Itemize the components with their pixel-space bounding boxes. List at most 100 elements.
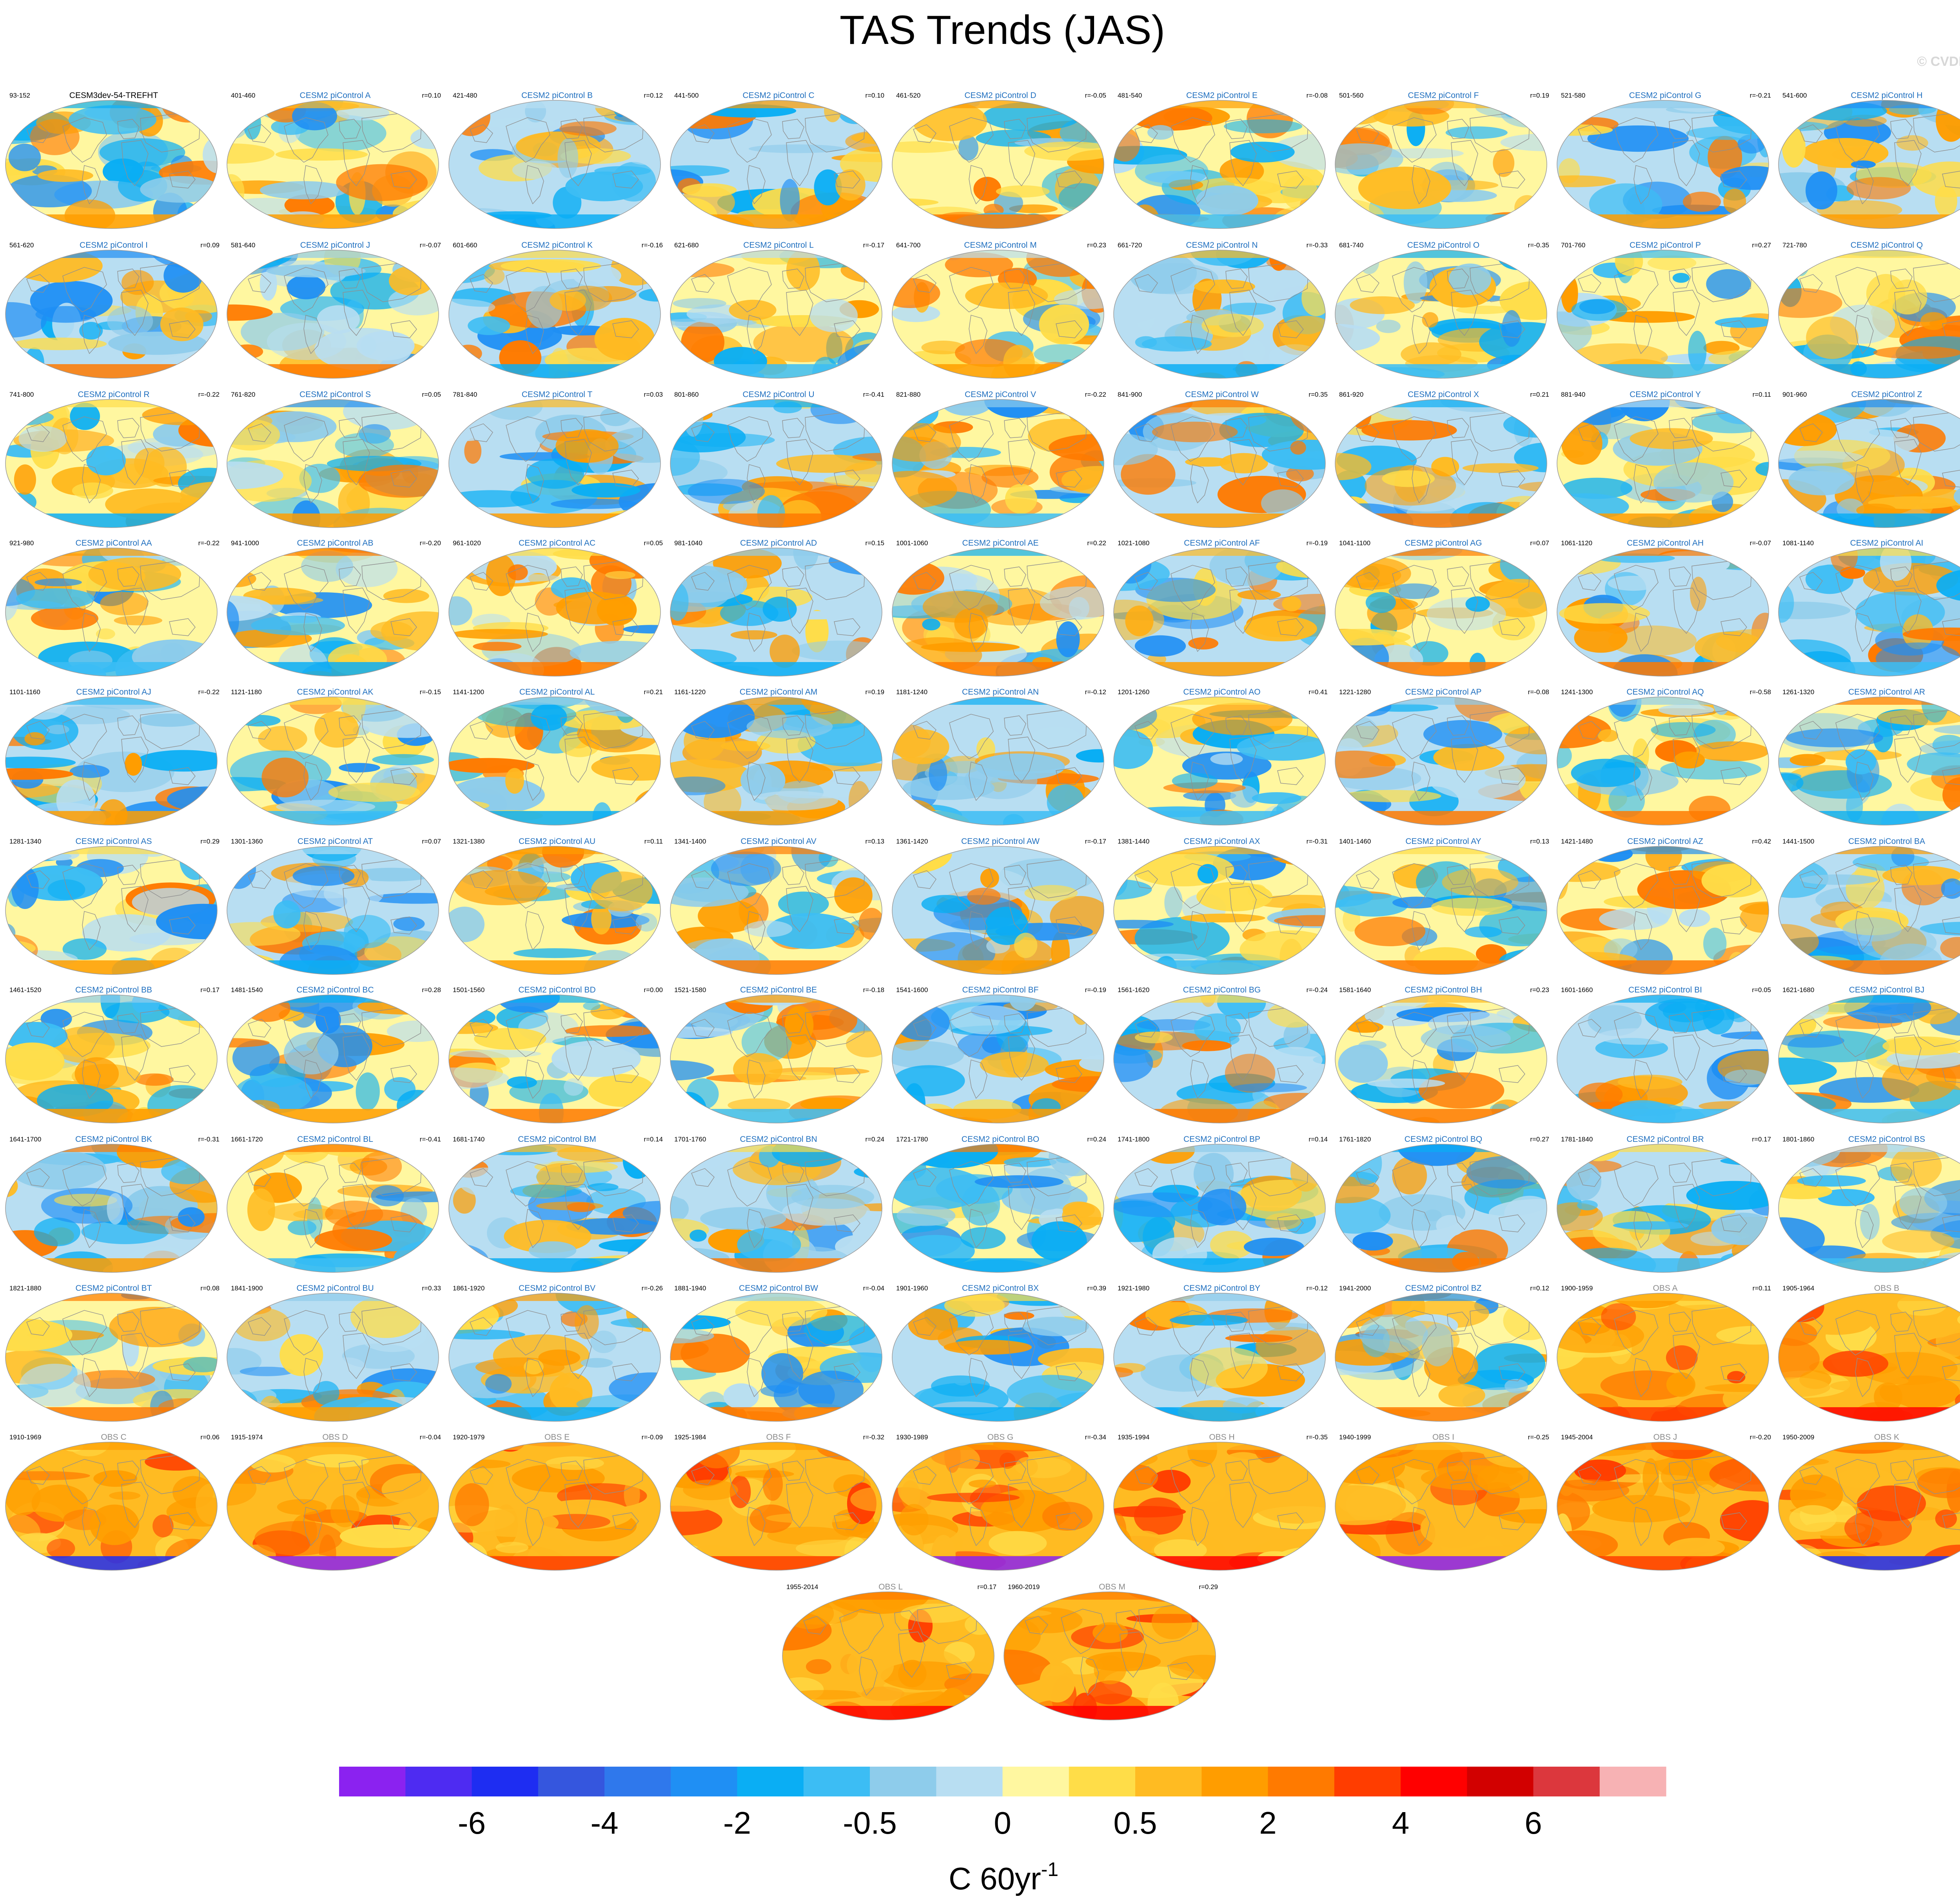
trend-map (1113, 100, 1326, 229)
panel-title: CESM2 piControl BW (739, 1284, 818, 1293)
panel-correlation: r=0.14 (644, 1136, 663, 1143)
panel-correlation: r=-0.35 (1528, 241, 1549, 249)
trend-map (670, 1144, 882, 1273)
panel-correlation: r=-0.32 (863, 1433, 884, 1441)
colorbar-tick-label: 4 (1392, 1805, 1410, 1840)
trend-map (448, 697, 661, 826)
colorbar-box (671, 1767, 738, 1796)
map-panel: 681-740 CESM2 piControl O r=-0.35 (1334, 240, 1553, 384)
panel-title: OBS C (101, 1433, 127, 1442)
trend-map (227, 100, 439, 229)
panel-title: CESM2 piControl AW (961, 837, 1040, 846)
panel-title: OBS E (544, 1433, 570, 1442)
map-panel: 961-1020 CESM2 piControl AC r=0.05 (447, 538, 667, 682)
panel-correlation: r=0.10 (422, 92, 441, 99)
trend-map (1335, 994, 1547, 1123)
panel-correlation: r=-0.22 (198, 688, 220, 696)
panel-title: CESM2 piControl AQ (1626, 688, 1704, 697)
trend-map (1335, 1442, 1547, 1571)
panel-correlation: r=-0.25 (1528, 1433, 1549, 1441)
panel-title: CESM2 piControl I (80, 241, 148, 250)
panel-years: 701-760 (1561, 241, 1586, 249)
panel-years: 1161-1220 (674, 688, 706, 696)
panel-correlation: r=-0.41 (863, 391, 884, 398)
panel-correlation: r=0.05 (1752, 986, 1771, 994)
map-panel: 921-980 CESM2 piControl AA r=-0.22 (4, 538, 223, 682)
panel-title: CESM2 piControl BK (75, 1135, 152, 1144)
panel-correlation: r=-0.41 (419, 1136, 441, 1143)
map-panel-grid: 93-152 CESM3dev-54-TREFHT 401-460 CESM2 piC… (4, 90, 1960, 1720)
trend-map (670, 846, 882, 975)
panel-title: CESM2 piControl BP (1183, 1135, 1261, 1144)
panel-years: 821-880 (896, 391, 921, 398)
panel-years: 1910-1969 (9, 1433, 42, 1441)
panel-correlation: r=0.28 (422, 986, 441, 994)
map-panel: 1661-1720 CESM2 piControl BL r=-0.41 (225, 1134, 445, 1278)
panel-years: 1955-2014 (786, 1583, 818, 1591)
panel-years: 1960-2019 (1008, 1583, 1040, 1591)
map-panel: 1945-2004 OBS J r=-0.20 (1555, 1432, 1775, 1576)
panel-years: 441-500 (674, 92, 699, 99)
trend-map (227, 1442, 439, 1571)
map-panel: 1481-1540 CESM2 piControl BC r=0.28 (225, 985, 445, 1129)
panel-correlation: r=0.29 (1199, 1583, 1218, 1591)
map-panel: 93-152 CESM3dev-54-TREFHT (4, 90, 223, 234)
panel-correlation: r=0.19 (1530, 92, 1549, 99)
panel-years: 1501-1560 (453, 986, 485, 994)
trend-map (670, 100, 882, 229)
map-panel: 1781-1840 CESM2 piControl BR r=0.17 (1555, 1134, 1775, 1278)
panel-correlation: r=-0.31 (198, 1136, 220, 1143)
panel-years: 1921-1980 (1118, 1285, 1150, 1292)
panel-title: CESM2 piControl AT (297, 837, 373, 846)
map-panel: 561-620 CESM2 piControl I r=0.09 (4, 240, 223, 384)
panel-correlation: r=-0.16 (641, 241, 663, 249)
panel-years: 901-960 (1782, 391, 1807, 398)
map-panel: 1101-1160 CESM2 piControl AJ r=-0.22 (4, 687, 223, 831)
panel-correlation: r=-0.19 (1085, 986, 1106, 994)
trend-map (1335, 399, 1547, 528)
panel-correlation: r=-0.31 (1306, 838, 1328, 845)
trend-map (1557, 846, 1769, 975)
panel-years: 1741-1800 (1118, 1136, 1150, 1143)
panel-title: CESM2 piControl AD (740, 539, 817, 548)
trend-map (1557, 548, 1769, 677)
panel-title: CESM2 piControl BL (297, 1135, 373, 1144)
panel-title: CESM2 piControl G (1629, 91, 1702, 100)
trend-map (670, 994, 882, 1123)
panel-correlation: r=-0.18 (863, 986, 884, 994)
map-panel: 1721-1780 CESM2 piControl BO r=0.24 (891, 1134, 1110, 1278)
panel-years: 1915-1974 (231, 1433, 263, 1441)
panel-years: 481-540 (1118, 92, 1142, 99)
trend-map (1557, 100, 1769, 229)
panel-title: CESM2 piControl BC (296, 985, 374, 994)
trend-map (892, 1144, 1104, 1273)
panel-title: CESM2 piControl AP (1405, 688, 1482, 697)
map-panel: 1941-2000 CESM2 piControl BZ r=0.12 (1334, 1283, 1553, 1427)
map-panel: 1561-1620 CESM2 piControl BG r=-0.24 (1112, 985, 1332, 1129)
map-panel: 1881-1940 CESM2 piControl BW r=-0.04 (669, 1283, 888, 1427)
panel-correlation: r=-0.08 (1306, 92, 1328, 99)
panel-correlation: r=0.42 (1752, 838, 1771, 845)
trend-map (227, 994, 439, 1123)
map-panel: 1521-1580 CESM2 piControl BE r=-0.18 (669, 985, 888, 1129)
panel-years: 881-940 (1561, 391, 1586, 398)
colorbar-tick-label: -4 (590, 1805, 618, 1840)
panel-correlation: r=-0.05 (1085, 92, 1106, 99)
panel-title: CESM2 piControl BQ (1404, 1135, 1483, 1144)
trend-map (1004, 1591, 1216, 1720)
map-panel: 461-520 CESM2 piControl D r=-0.05 (891, 90, 1110, 234)
trend-map (448, 250, 661, 379)
trend-map (1778, 1442, 1960, 1571)
map-panel: 1641-1700 CESM2 piControl BK r=-0.31 (4, 1134, 223, 1278)
panel-years: 1121-1180 (231, 688, 262, 696)
map-panel: 781-840 CESM2 piControl T r=0.03 (447, 389, 667, 533)
trend-map (1113, 548, 1326, 677)
colorbar-tick-label: 2 (1259, 1805, 1277, 1840)
map-panel: 1581-1640 CESM2 piControl BH r=0.23 (1334, 985, 1553, 1129)
colorbar-box (1201, 1767, 1269, 1796)
trend-map (1557, 399, 1769, 528)
trend-map (782, 1591, 995, 1720)
map-panel: 1841-1900 CESM2 piControl BU r=0.33 (225, 1283, 445, 1427)
panel-correlation: r=0.06 (200, 1433, 220, 1441)
units-text: C 60yr (949, 1861, 1041, 1896)
